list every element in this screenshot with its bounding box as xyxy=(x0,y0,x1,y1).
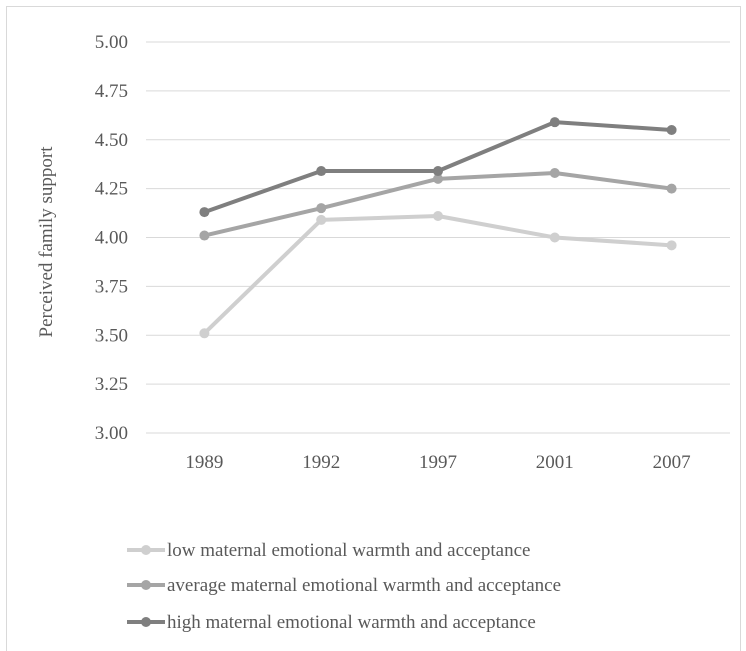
data-point xyxy=(433,173,443,184)
legend-label: low maternal emotional warmth and accept… xyxy=(167,540,530,561)
y-axis-label: Perceived family support xyxy=(36,146,57,338)
x-axis-ticks: 1989 1992 1997 2001 2007 xyxy=(185,452,690,473)
y-tick-label: 4.75 xyxy=(95,81,128,102)
x-tick-label: 1989 xyxy=(185,452,223,473)
data-point xyxy=(433,166,443,177)
legend-point-marker xyxy=(141,580,151,590)
chart-frame xyxy=(6,6,741,651)
y-tick-label: 3.25 xyxy=(95,374,128,395)
data-point xyxy=(199,207,210,218)
series-0 xyxy=(199,210,677,339)
x-tick-label: 2007 xyxy=(653,452,691,473)
legend-entry: high maternal emotional warmth and accep… xyxy=(127,612,536,633)
data-point xyxy=(549,167,560,178)
x-tick-label: 1992 xyxy=(302,452,340,473)
y-tick-label: 4.50 xyxy=(95,130,128,151)
data-point xyxy=(316,203,327,214)
series-line xyxy=(203,213,672,335)
y-tick-label: 3.50 xyxy=(95,325,128,346)
gridlines xyxy=(146,41,730,434)
x-tick-label: 2001 xyxy=(536,452,574,473)
x-tick-label: 1997 xyxy=(419,452,457,473)
y-axis-ticks: 3.00 3.25 3.50 3.75 4.00 4.25 4.50 4.75 5.00 xyxy=(95,32,128,444)
y-tick-label: 3.75 xyxy=(95,276,128,297)
data-point xyxy=(316,214,327,225)
legend-entry: average maternal emotional warmth and ac… xyxy=(127,575,561,596)
data-point xyxy=(199,230,210,241)
y-tick-label: 4.25 xyxy=(95,179,128,200)
y-tick-label: 5.00 xyxy=(95,32,128,53)
data-point xyxy=(316,166,327,177)
data-point xyxy=(666,240,677,251)
data-point xyxy=(666,124,677,135)
data-point xyxy=(549,232,560,243)
y-tick-label: 3.00 xyxy=(95,423,128,444)
legend-point-marker xyxy=(141,617,151,627)
legend-entry: low maternal emotional warmth and accept… xyxy=(127,540,530,561)
series-2 xyxy=(199,117,677,218)
data-point xyxy=(433,210,443,221)
data-point xyxy=(549,117,560,128)
series-1 xyxy=(199,167,677,241)
y-tick-label: 4.00 xyxy=(95,228,128,249)
legend-label: high maternal emotional warmth and accep… xyxy=(167,612,536,633)
legend: low maternal emotional warmth and accept… xyxy=(127,540,561,633)
legend-point-marker xyxy=(141,545,151,555)
data-point xyxy=(666,183,677,194)
legend-label: average maternal emotional warmth and ac… xyxy=(167,575,561,596)
data-point xyxy=(199,328,210,339)
series-lines xyxy=(199,117,677,339)
